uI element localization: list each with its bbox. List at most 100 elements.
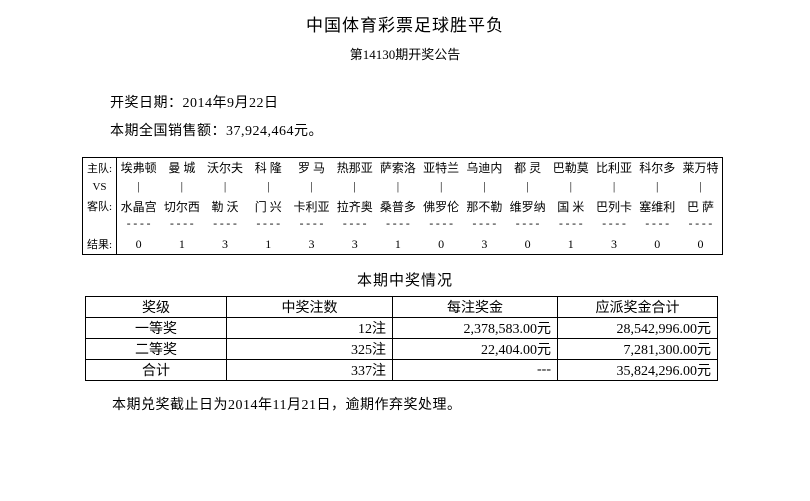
issue-subtitle: 第14130期开奖公告	[349, 47, 461, 62]
vs-separator-mark: |	[569, 179, 572, 194]
match-result-value: 1	[265, 236, 272, 251]
home-team-name: 比利亚	[596, 161, 633, 176]
away-team-name: 水晶宫	[120, 199, 157, 214]
match-column: 曼 城 | 切尔西 ---- 1	[160, 158, 203, 254]
home-team-name: 热那亚	[336, 161, 373, 176]
separator-dashes: ----	[255, 219, 282, 232]
total-payout-cell: 7,281,300.00元	[557, 338, 718, 360]
home-team-name: 曼 城	[168, 161, 196, 176]
separator-dashes: ----	[211, 219, 239, 232]
away-row-label: 客队:	[86, 201, 113, 213]
match-columns: 埃弗顿 | 水晶宫 ---- 0 曼 城 | 切尔西 ---- 1 沃尔夫 | …	[117, 158, 722, 254]
total-payout-cell: 35,824,296.00元	[557, 359, 718, 381]
match-column: 萨索洛 | 桑普多 ---- 1	[376, 158, 419, 254]
winning-bets-cell: 12注	[226, 317, 393, 339]
result-row-label: 结果:	[86, 239, 113, 252]
vs-separator-mark: |	[310, 179, 313, 194]
match-column: 莱万特 | 巴 萨 ---- 0	[679, 158, 722, 254]
separator-dashes: ----	[341, 219, 368, 232]
home-team-name: 乌迪内	[466, 161, 503, 176]
away-team-name: 维罗纳	[509, 199, 546, 214]
away-team-name: 勒 沃	[211, 199, 239, 214]
vs-separator-mark: |	[223, 179, 227, 194]
home-team-name: 亚特兰	[423, 161, 460, 176]
vs-separator-mark: |	[137, 179, 140, 194]
match-result-value: 3	[481, 236, 488, 251]
away-team-name: 巴 萨	[686, 199, 714, 214]
away-team-name: 门 兴	[254, 199, 282, 214]
home-team-name: 萨索洛	[379, 161, 416, 176]
match-result-value: 0	[697, 236, 704, 251]
prize-table-row: 合计 337注 --- 35,824,296.00元	[85, 359, 718, 381]
home-team-name: 莱万特	[682, 161, 719, 176]
prize-table-row: 二等奖 325注 22,404.00元 7,281,300.00元	[85, 338, 718, 360]
away-team-name: 巴列卡	[596, 199, 633, 214]
col-header-prize-level: 奖级	[85, 296, 227, 318]
vs-separator-mark: |	[396, 179, 400, 194]
winning-bets-cell: 337注	[226, 359, 393, 381]
match-column: 热那亚 | 拉齐奥 ---- 3	[333, 158, 376, 254]
page-title: 中国体育彩票足球胜平负	[306, 16, 504, 35]
match-column: 罗 马 | 卡利亚 ---- 3	[290, 158, 333, 254]
home-team-name: 埃弗顿	[120, 161, 157, 176]
match-result-value: 1	[394, 236, 401, 251]
vs-separator-mark: |	[267, 179, 270, 194]
away-team-name: 拉齐奥	[336, 199, 373, 214]
match-column: 科尔多 | 塞维利 ---- 0	[636, 158, 679, 254]
separator-dashes: ----	[427, 219, 455, 232]
match-column: 埃弗顿 | 水晶宫 ---- 0	[117, 158, 160, 254]
match-column: 比利亚 | 巴列卡 ---- 3	[592, 158, 635, 254]
separator-dashes: ----	[168, 219, 196, 232]
separator-dashes: ----	[384, 219, 412, 232]
vs-separator-mark: |	[612, 179, 616, 194]
match-result-value: 0	[135, 236, 142, 251]
prize-table-body: 一等奖 12注 2,378,583.00元 28,542,996.00元 二等奖…	[85, 317, 718, 381]
prize-table: 奖级 中奖注数 每注奖金 应派奖金合计 一等奖 12注 2,378,583.00…	[85, 296, 718, 381]
col-header-winning-bets: 中奖注数	[226, 296, 393, 318]
prize-table-header-row: 奖级 中奖注数 每注奖金 应派奖金合计	[85, 296, 718, 318]
separator-dashes: ----	[644, 219, 671, 232]
home-team-name: 巴勒莫	[552, 161, 589, 176]
separator-dashes: ----	[514, 219, 541, 232]
prize-per-bet-cell: 22,404.00元	[392, 338, 558, 360]
away-team-name: 佛罗伦	[423, 199, 460, 214]
separator-dashes: ----	[125, 219, 152, 232]
match-result-value: 0	[654, 236, 661, 251]
winning-bets-cell: 325注	[226, 338, 393, 360]
separator-row-label	[83, 216, 116, 235]
home-row-label: 主队:	[86, 162, 113, 175]
match-result-value: 3	[222, 236, 229, 251]
home-team-name: 沃尔夫	[207, 161, 244, 176]
away-team-name: 那不勒	[466, 199, 503, 214]
vs-separator-mark: |	[439, 179, 443, 194]
vs-separator-mark: |	[180, 179, 184, 194]
draw-date-line: 开奖日期：2014年9月22日	[110, 96, 279, 111]
prize-table-row: 一等奖 12注 2,378,583.00元 28,542,996.00元	[85, 317, 718, 339]
match-results-table: 主队: VS 客队: 结果: 埃弗顿 | 水晶宫 ---- 0 曼 城 | 切尔…	[82, 157, 723, 255]
match-result-value: 0	[524, 236, 531, 251]
prize-section-title: 本期中奖情况	[356, 273, 453, 289]
col-header-prize-per-bet: 每注奖金	[392, 296, 558, 318]
vs-separator-mark: |	[526, 179, 529, 194]
separator-dashes: ----	[687, 219, 714, 232]
match-column: 都 灵 | 维罗纳 ---- 0	[506, 158, 549, 254]
away-team-name: 桑普多	[379, 199, 416, 214]
vs-separator-mark: |	[353, 179, 356, 194]
separator-dashes: ----	[298, 219, 325, 232]
prize-level-cell: 一等奖	[85, 317, 227, 339]
away-team-name: 卡利亚	[293, 199, 330, 214]
match-column: 亚特兰 | 佛罗伦 ---- 0	[420, 158, 463, 254]
total-payout-cell: 28,542,996.00元	[557, 317, 718, 339]
national-sales-line: 本期全国销售额：37,924,464元。	[110, 124, 323, 139]
match-result-value: 3	[351, 236, 358, 251]
match-result-value: 1	[178, 236, 185, 251]
match-result-value: 0	[438, 236, 445, 251]
match-column: 科 隆 | 门 兴 ---- 1	[247, 158, 290, 254]
separator-dashes: ----	[600, 219, 628, 232]
vs-separator-mark: |	[699, 179, 702, 194]
prize-per-bet-cell: ---	[392, 359, 558, 381]
separator-dashes: ----	[471, 219, 498, 232]
vs-separator-mark: |	[483, 179, 486, 194]
home-team-name: 都 灵	[514, 161, 542, 176]
